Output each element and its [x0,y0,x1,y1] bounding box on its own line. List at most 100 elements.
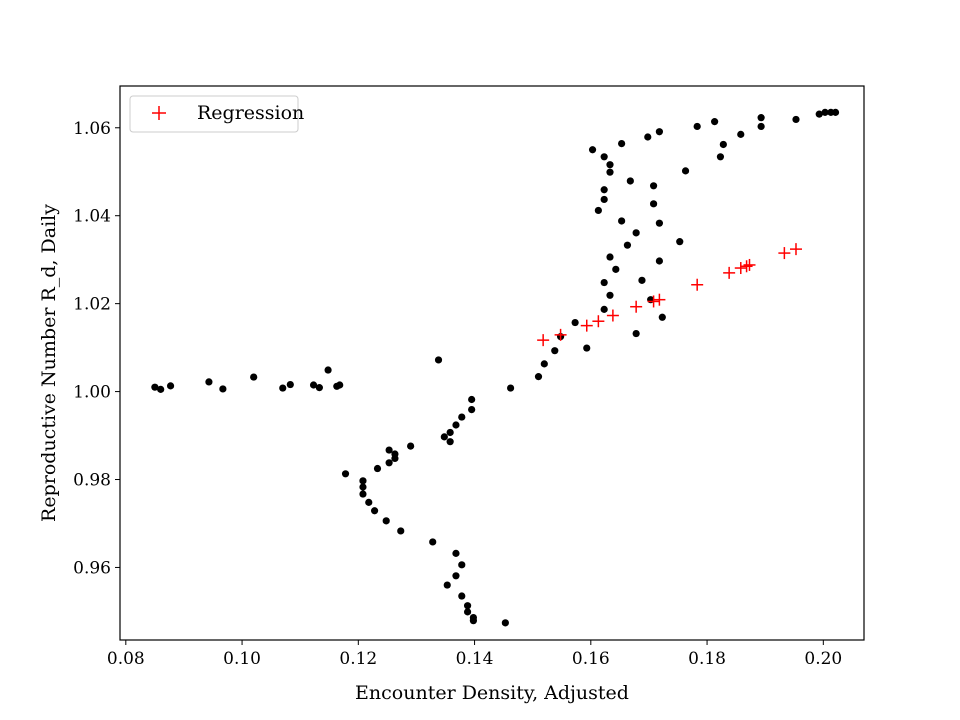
observed-point [359,483,367,491]
observed-point [632,329,640,338]
regression-point [580,319,593,332]
observed-point [463,602,472,610]
regression-point [606,309,619,322]
observed-point [600,195,608,204]
legend-box [129,95,299,133]
observed-point [600,305,608,313]
observed-point [463,608,472,616]
observed-point [443,581,451,589]
observed-point [534,373,543,381]
observed-point [638,276,646,284]
legend-label-regression: Regression [197,102,304,124]
observed-point [757,114,765,122]
observed-point [655,257,664,265]
x-tick-label: 0.08 [107,649,145,669]
observed-point [286,380,294,389]
y-tick-label: 1.04 [73,207,111,227]
observed-point [429,538,437,546]
observed-point [649,182,658,190]
observed-point [359,490,367,498]
x-tick-label: 0.12 [339,649,377,669]
observed-point [792,115,800,124]
observed-point [711,118,719,126]
observed-point [458,592,466,600]
observed-point [606,161,614,169]
observed-point [618,139,626,148]
regression-point [743,258,756,271]
observed-point [681,167,690,175]
regression-point [592,315,605,328]
regression-point [778,247,791,260]
y-tick-label: 1.02 [73,295,111,315]
observed-point [507,384,515,392]
x-axis-label: Encounter Density, Adjusted [355,682,629,704]
observed-point [452,549,460,557]
observed-point [336,381,344,389]
observed-point [446,438,454,446]
regression-point [630,300,643,313]
x-tick-label: 0.18 [688,649,726,669]
plot-background [120,86,864,640]
observed-point [606,253,614,261]
data-points [151,108,840,627]
plot-frame [119,85,865,641]
regression-point [723,266,736,279]
x-tick-label: 0.14 [456,649,494,669]
regression-point [734,262,747,275]
observed-point [458,561,466,569]
y-tick-label: 0.96 [73,558,111,578]
observed-point [612,265,620,273]
observed-point [600,153,608,161]
observed-point [831,108,840,116]
observed-point [623,241,632,249]
observed-point [583,344,591,352]
observed-point [676,238,684,246]
observed-point [600,186,608,194]
observed-point [600,278,608,287]
observed-point [219,385,227,393]
observed-point [737,130,745,138]
observed-point [815,110,823,118]
observed-point [359,477,367,485]
observed-point [440,433,448,441]
observed-point [468,395,476,404]
y-axis-label: Reproductive Number R_d, Daily [38,204,60,522]
observed-point [385,459,393,467]
x-tick-label: 0.20 [804,649,842,669]
observed-point [452,421,460,429]
regression-point [789,243,802,256]
observed-point [434,356,443,364]
observed-point [157,385,165,393]
observed-point [407,442,415,450]
observed-point [655,128,664,136]
observed-point [821,108,829,116]
observed-point [452,572,460,580]
observed-point [571,318,579,327]
observed-point [469,617,477,625]
observed-point [757,122,765,131]
observed-point [588,146,597,154]
observed-point [716,153,725,161]
regression-point [537,334,550,347]
observed-point [658,313,666,321]
observed-point [649,200,658,208]
regression-point [647,295,660,308]
observed-point [373,464,382,473]
observed-point [655,219,664,227]
observed-point [693,122,701,131]
observed-point [385,446,393,454]
axis-ticks: 0.08 0.10 0.12 0.14 0.16 0.18 0.20 0.96 0.98 1.00… [73,119,842,669]
regression-point [653,293,666,306]
observed-point [391,454,399,463]
x-tick-label: 0.10 [223,649,261,669]
y-tick-label: 1.06 [73,119,111,139]
observed-point [309,381,318,389]
y-tick-label: 1.00 [73,383,111,403]
y-tick-label: 0.98 [73,471,111,491]
observed-point [626,177,634,185]
observed-point [382,517,390,525]
observed-point [365,498,373,506]
regression-point [740,260,753,273]
observed-point [458,413,466,421]
